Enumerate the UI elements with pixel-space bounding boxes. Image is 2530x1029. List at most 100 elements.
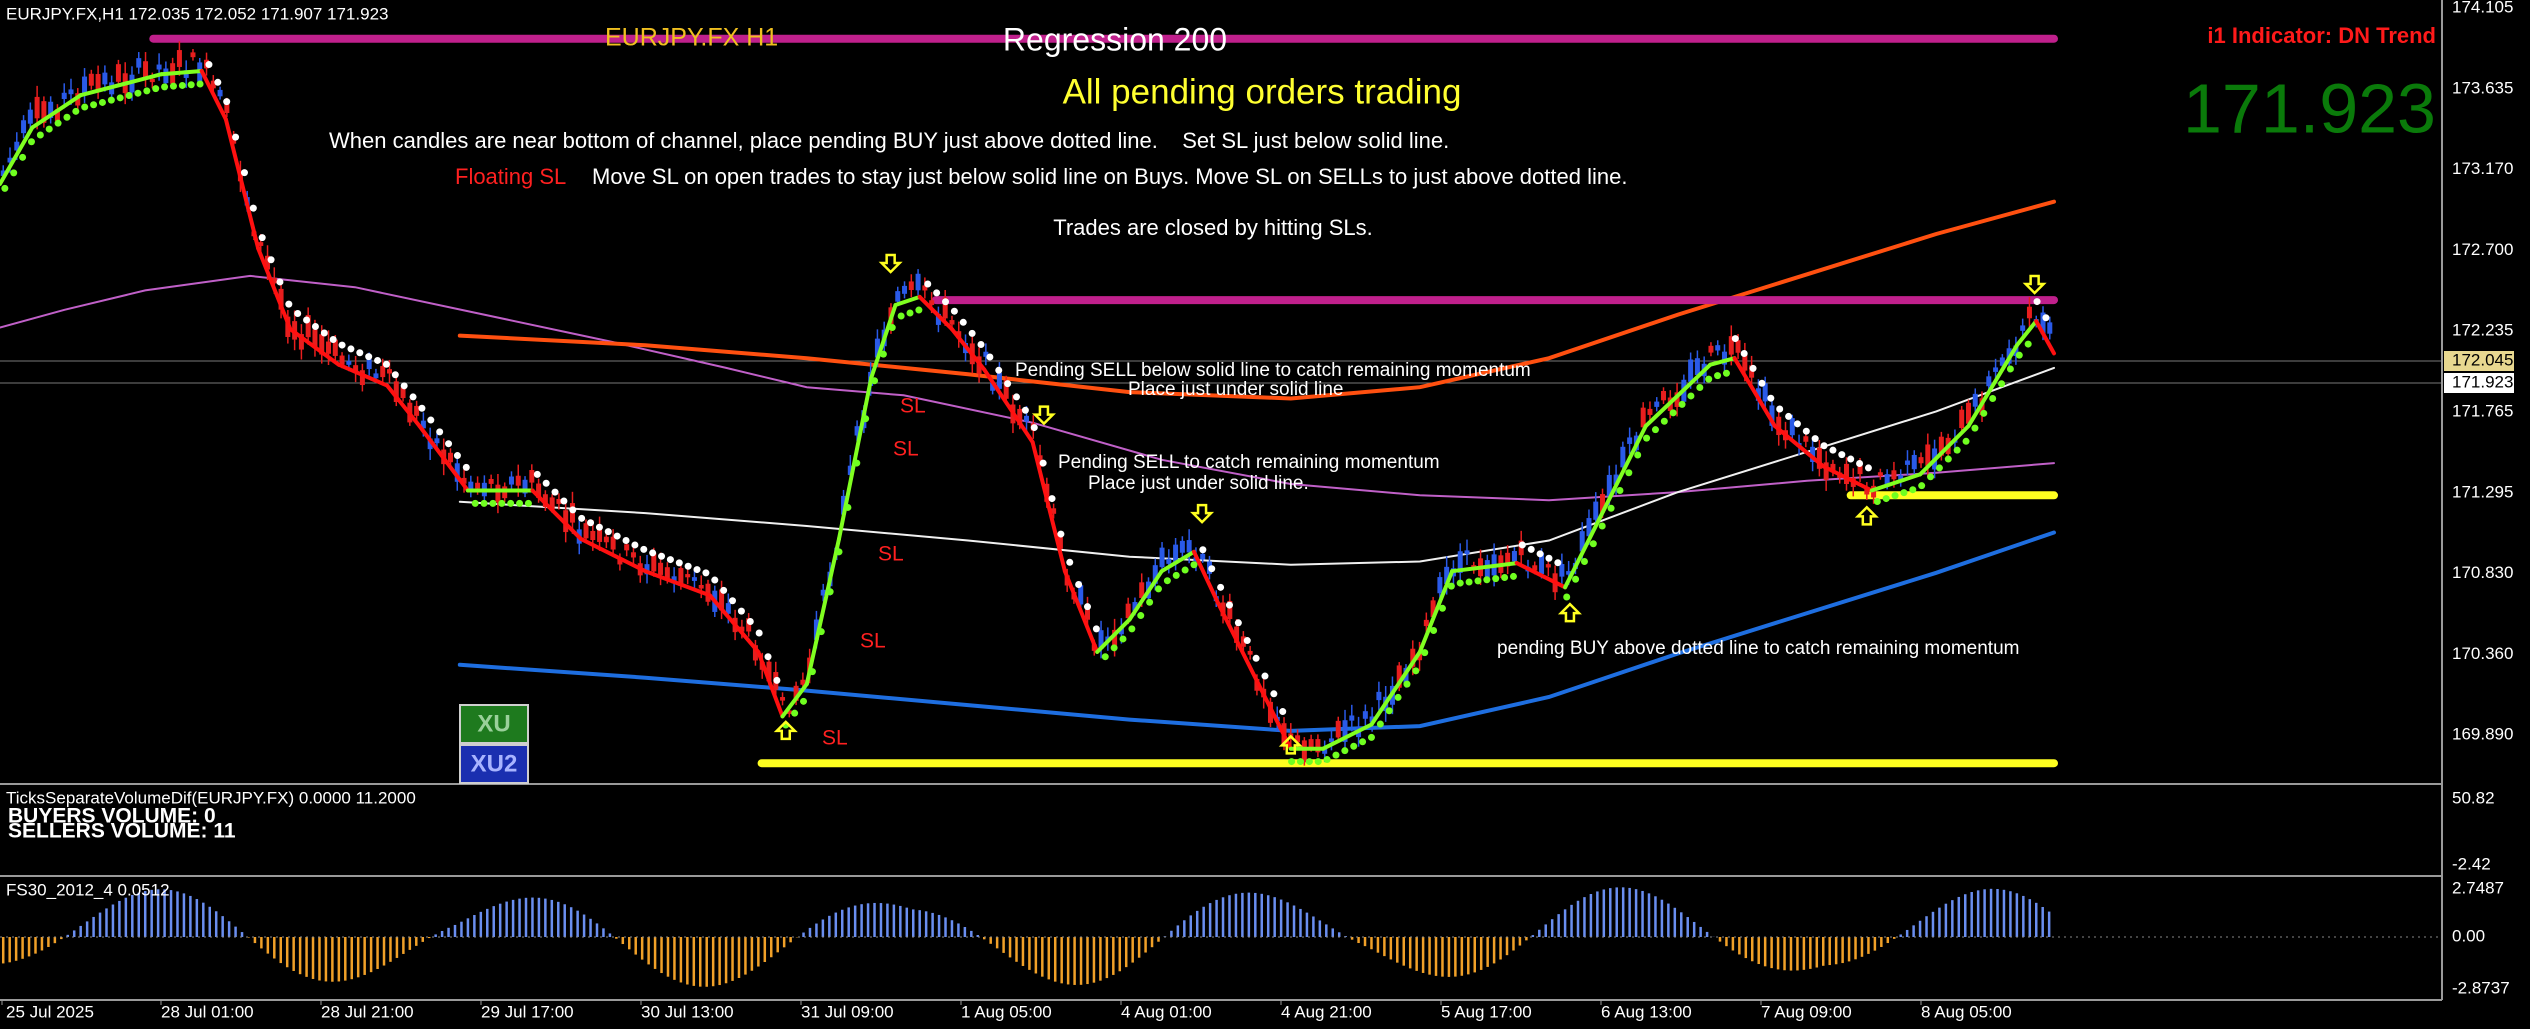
candle-body [983,351,989,357]
candle-body [447,452,453,463]
candle-body [1613,474,1619,485]
candle-body [651,553,657,572]
candle-body [48,101,54,119]
annotation: Place just under solid line [1128,379,1343,400]
trailing-dot [1172,571,1180,579]
candle-body [902,285,908,294]
time-axis-label: 4 Aug 21:00 [1281,1002,1372,1021]
candle-body [583,523,589,539]
sl-label: SL [860,630,886,653]
trailing-dot [1066,558,1074,566]
trailing-dot [98,98,106,106]
trailing-dot [1438,604,1446,612]
candle-body [922,285,928,291]
candle-body [427,438,433,450]
trailing-dot [1767,394,1775,402]
candle-body [515,475,521,486]
trend-line [804,536,841,687]
trailing-dot [489,499,497,507]
trailing-dot [480,499,488,507]
trailing-dot [2024,340,2032,348]
trailing-dot [1927,473,1935,481]
trailing-dot [1758,379,1766,387]
trailing-dot [1918,482,1926,490]
trend-line [78,72,164,98]
candle-body [271,277,277,284]
trailing-dot [1563,593,1571,601]
chart-drawing [0,34,2442,987]
trailing-dot [542,479,550,487]
last-tag [2444,373,2514,393]
xu-button[interactable]: XU [459,704,529,744]
candle-body [359,370,365,386]
trailing-dot [240,169,248,177]
candle-body [1084,605,1090,620]
trailing-dot [1385,707,1393,715]
button-box[interactable] [459,704,529,744]
button-label[interactable]: XU2 [471,750,518,777]
trailing-dot [1651,426,1659,434]
trailing-dot [924,280,932,288]
candle-body [1654,401,1660,407]
trend-line [199,69,228,122]
trailing-dot [1359,738,1367,746]
trailing-dot [1572,575,1580,583]
trailing-dot [445,440,453,448]
candle-body [1098,630,1104,649]
candle-body [1505,552,1511,567]
candle-body [1532,565,1538,571]
trailing-dot [1829,446,1837,454]
candle-body [1200,553,1206,560]
trailing-dot [1,184,9,192]
trailing-dot [844,503,852,511]
time-axis-label: 4 Aug 01:00 [1121,1002,1212,1021]
trend-line [1966,343,2019,428]
candle-body [339,355,345,365]
trailing-dot [800,697,808,705]
button-box[interactable] [459,744,529,784]
candle-body [813,619,819,640]
candle-body [305,315,311,338]
button-label[interactable]: XU [477,710,510,737]
trailing-dot [1944,455,1952,463]
candle-body [549,497,555,510]
candle-body [312,329,318,348]
trailing-dot [1873,498,1881,506]
trailing-dot [258,234,266,242]
trailing-dot [187,81,195,89]
trailing-dot [285,300,293,308]
trailing-dot [1776,405,1784,413]
trailing-dot [1536,550,1544,558]
trailing-dot [764,653,772,661]
candle-body [529,470,535,483]
trailing-dot [551,488,559,496]
trailing-dot [311,323,319,331]
candle-body [603,536,609,543]
fs-axis-label: -2.8737 [2452,978,2510,997]
symbol-label: EURJPY.FX H1 [605,24,778,52]
sl-label: SL [878,543,904,566]
candle-body [1986,376,1992,387]
trend-line [1127,569,1164,622]
candle-body [1003,380,1009,399]
trailing-dot [1678,400,1686,408]
trailing-dot [169,82,177,90]
trailing-dot [267,256,275,264]
candle-body [1410,648,1416,667]
xu2-button[interactable]: XU2 [459,744,529,784]
candle-body [929,300,935,305]
trailing-dot [640,545,648,553]
up-arrow [1278,734,1303,755]
trailing-dot [755,629,763,637]
trend-line [893,294,922,307]
candle-body [1444,566,1450,585]
candle-body [68,89,74,95]
trend-line [1643,362,1713,428]
trailing-dot [1891,492,1899,500]
trailing-dot [1199,546,1207,554]
trailing-dot [808,668,816,676]
trailing-dot [666,556,674,564]
candle-body [1539,552,1545,575]
trailing-dot [1181,566,1189,574]
annotation: Pending SELL below solid line to catch r… [1015,360,1531,381]
